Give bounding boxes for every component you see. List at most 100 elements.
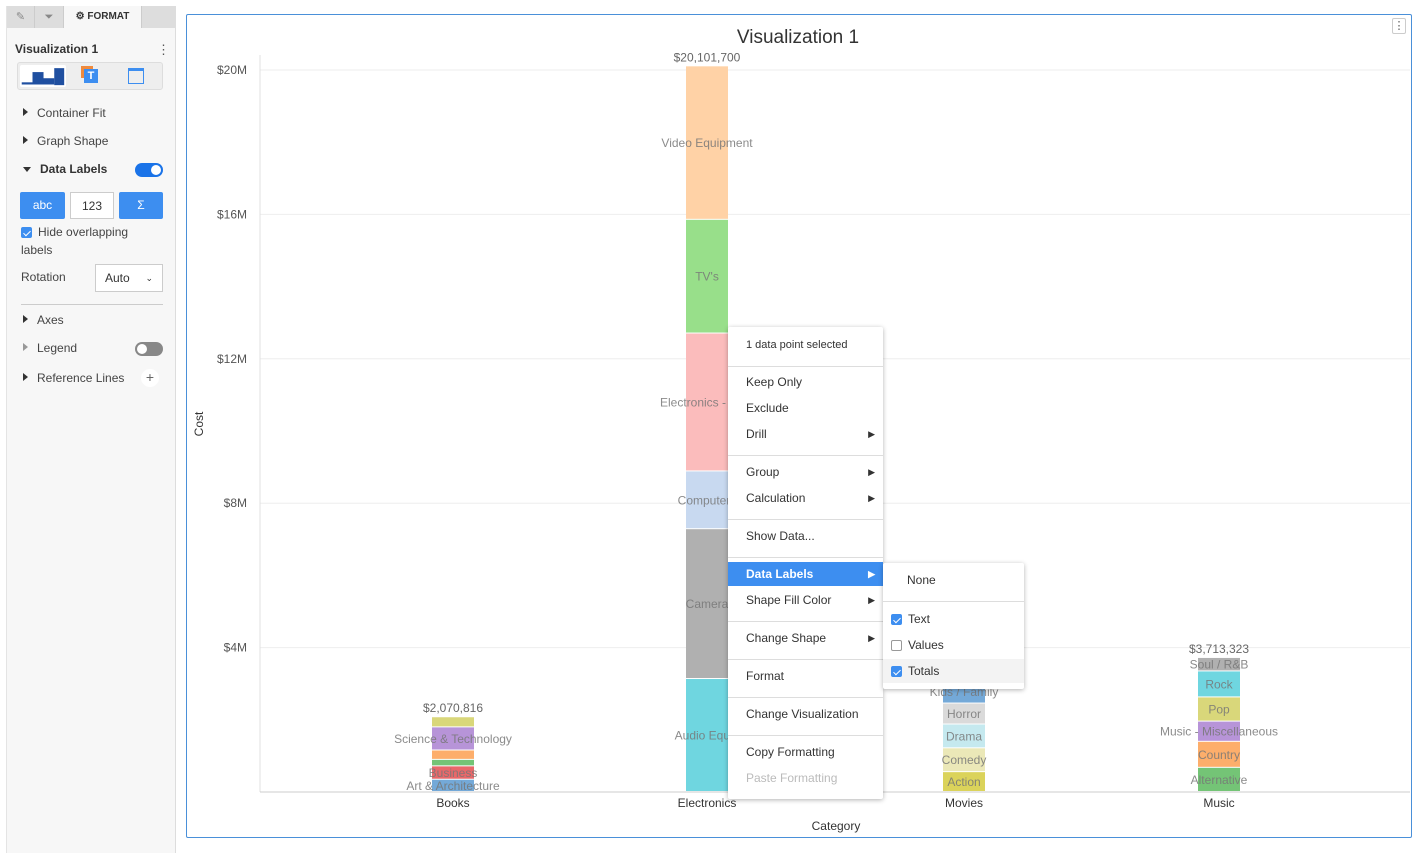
bar-segment	[943, 748, 985, 772]
x-tick-label: Electronics	[678, 796, 737, 810]
divider	[728, 455, 883, 456]
y-tick-label: $20M	[217, 63, 247, 77]
bar-segment	[686, 66, 728, 219]
menu-item-label: Format	[746, 669, 785, 683]
submenu-option-values[interactable]: Values	[883, 633, 1024, 657]
submenu-none[interactable]: None	[907, 573, 936, 587]
bar-segment	[943, 772, 985, 791]
data-labels-toggle[interactable]	[135, 163, 163, 177]
y-tick-label: $4M	[224, 641, 247, 655]
divider	[728, 697, 883, 698]
checkbox-icon	[891, 640, 902, 651]
hide-overlapping-checkbox[interactable]: Hide overlapping labels	[21, 225, 129, 257]
legend-toggle[interactable]	[135, 342, 163, 356]
section-legend[interactable]: Legend	[23, 341, 77, 355]
bar-chart-icon[interactable]: ▁▆▃█	[20, 65, 66, 87]
rotation-select[interactable]: Auto ⌄	[95, 264, 163, 292]
menu-item-label: Show Data...	[746, 529, 815, 543]
total-label: $2,070,816	[423, 701, 483, 715]
y-tick-label: $8M	[224, 496, 247, 510]
menu-item-label: Change Visualization	[746, 707, 859, 721]
tab-filter[interactable]: ⏷	[35, 6, 64, 28]
bar-segment	[943, 724, 985, 748]
add-reference-line-button[interactable]: +	[141, 369, 159, 387]
total-label: $20,101,700	[674, 50, 741, 64]
bar-segment	[1198, 767, 1240, 791]
menu-item-label: Drill	[746, 427, 767, 441]
submenu-option-text[interactable]: Text	[883, 607, 1024, 631]
segment-label: Pop	[1208, 703, 1230, 717]
divider	[728, 519, 883, 520]
bar-segment	[432, 750, 474, 759]
checkbox-icon	[21, 227, 32, 238]
x-axis-title: Category	[812, 819, 861, 833]
label-mode-totals[interactable]: Σ	[119, 192, 163, 219]
x-tick-label: Movies	[945, 796, 983, 810]
section-data-labels[interactable]: Data Labels	[23, 162, 107, 176]
menu-item-label: Data Labels	[746, 567, 814, 581]
menu-item-label: Group	[746, 465, 780, 479]
menu-item-show-data[interactable]: Show Data...	[728, 524, 883, 548]
segment-label: Drama	[946, 729, 982, 743]
submenu-arrow-icon: ▶	[868, 429, 875, 439]
menu-item-copy-formatting[interactable]: Copy Formatting	[728, 740, 883, 764]
menu-item-change-shape[interactable]: Change Shape ▶	[728, 626, 883, 650]
text-style-icon[interactable]: T	[76, 66, 106, 88]
segment-label: Country	[1198, 748, 1240, 762]
segment-label: Art & Architecture	[406, 779, 500, 793]
section-container-fit[interactable]: Container Fit	[23, 106, 106, 120]
menu-item-data-labels[interactable]: Data Labels ▶	[728, 562, 883, 586]
submenu-arrow-icon: ▶	[868, 633, 875, 643]
bar-segment	[432, 766, 474, 779]
divider	[728, 557, 883, 558]
checkbox-icon	[891, 614, 902, 625]
section-reference-lines[interactable]: Reference Lines	[23, 371, 124, 385]
chart-menu-button[interactable]: ⋮	[1392, 18, 1406, 34]
segment-label: Science & Technology	[394, 732, 512, 746]
segment-label: Soul / R&B	[1190, 658, 1249, 672]
y-tick-label: $12M	[217, 352, 247, 366]
option-label: Totals	[908, 664, 940, 678]
context-menu: 1 data point selected Keep Only Exclude Dr…	[728, 327, 883, 799]
chevron-down-icon: ⌄	[145, 273, 153, 283]
menu-item-label: Copy Formatting	[746, 745, 835, 759]
chart-container	[186, 14, 1412, 838]
menu-item-exclude[interactable]: Exclude	[728, 396, 883, 420]
total-label: $3,713,323	[1189, 642, 1249, 656]
menu-item-change-visualization[interactable]: Change Visualization	[728, 702, 883, 726]
segment-label: Computers	[678, 493, 737, 507]
menu-item-drill[interactable]: Drill ▶	[728, 422, 883, 446]
bar-segment	[432, 717, 474, 727]
tab-format[interactable]: ⚙ FORMAT	[64, 6, 142, 28]
segment-label: Business	[429, 766, 478, 780]
menu-item-format[interactable]: Format	[728, 664, 883, 688]
menu-item-paste-formatting: Paste Formatting	[728, 766, 883, 790]
menu-item-shape-fill-color[interactable]: Shape Fill Color ▶	[728, 588, 883, 612]
label-mode-values[interactable]: 123	[70, 192, 114, 219]
rotation-label: Rotation	[21, 270, 66, 284]
section-axes[interactable]: Axes	[23, 313, 64, 327]
container-icon[interactable]	[128, 68, 144, 84]
divider	[728, 621, 883, 622]
submenu-option-totals[interactable]: Totals	[883, 659, 1024, 683]
bar-segment	[686, 679, 728, 791]
menu-item-label: Shape Fill Color	[746, 593, 832, 607]
menu-item-label: Change Shape	[746, 631, 827, 645]
segment-label: Horror	[947, 707, 981, 721]
checkbox-icon	[891, 666, 902, 677]
menu-item-calculation[interactable]: Calculation ▶	[728, 486, 883, 510]
submenu-arrow-icon: ▶	[868, 569, 875, 579]
section-graph-shape[interactable]: Graph Shape	[23, 134, 108, 148]
more-options-icon[interactable]: ⋮	[157, 42, 170, 57]
segment-label: Camera	[686, 597, 729, 611]
menu-item-label: Calculation	[746, 491, 806, 505]
label-mode-text[interactable]: abc	[20, 192, 65, 219]
bar-segment	[432, 779, 474, 791]
tab-edit[interactable]: ✎	[7, 6, 35, 28]
menu-item-group[interactable]: Group ▶	[728, 460, 883, 484]
divider	[21, 304, 163, 305]
segment-label: Rock	[1205, 677, 1233, 691]
filter-icon: ⏷	[44, 11, 54, 23]
menu-item-keep-only[interactable]: Keep Only	[728, 370, 883, 394]
bar-segment	[686, 333, 728, 471]
